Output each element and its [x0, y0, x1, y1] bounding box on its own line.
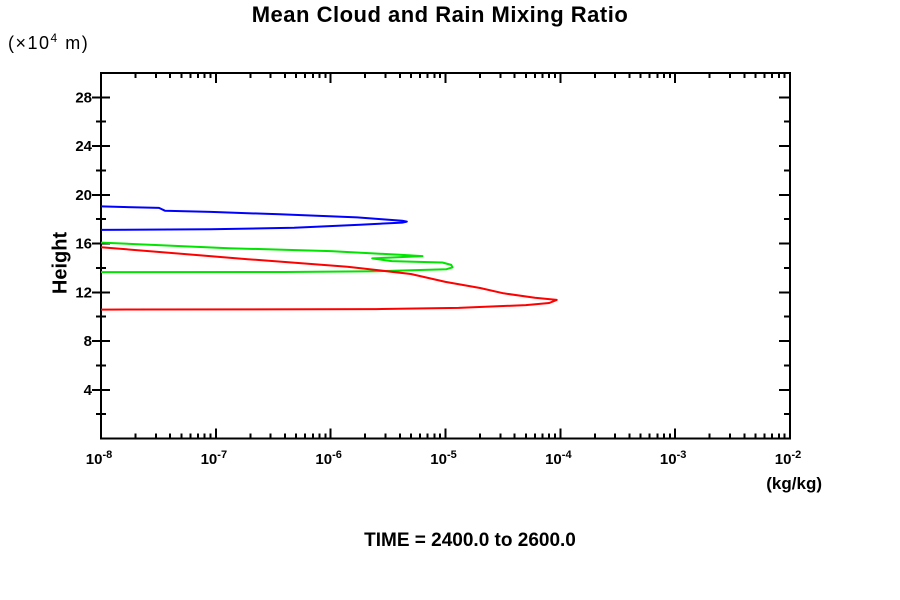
x-axis-unit-label: (kg/kg)	[766, 474, 822, 493]
svg-text:10-3: 10-3	[660, 449, 686, 468]
blue-profile	[100, 205, 408, 231]
svg-text:10-7: 10-7	[201, 449, 227, 468]
svg-text:24: 24	[75, 138, 92, 155]
y-unit-prefix: (×10	[8, 33, 51, 53]
svg-text:10-6: 10-6	[315, 449, 341, 468]
svg-text:12: 12	[75, 284, 92, 301]
y-unit-suffix: m)	[58, 33, 90, 53]
svg-text:10-5: 10-5	[430, 449, 456, 468]
svg-text:8: 8	[84, 333, 92, 350]
svg-text:10-4: 10-4	[545, 449, 572, 468]
svg-text:16: 16	[75, 236, 92, 253]
svg-text:10-2: 10-2	[775, 449, 801, 468]
svg-text:28: 28	[75, 89, 92, 106]
red-profile	[100, 246, 558, 311]
svg-text:20: 20	[75, 187, 92, 204]
time-range-caption: TIME = 2400.0 to 2600.0	[364, 530, 576, 551]
y-unit-exponent: 4	[50, 31, 59, 45]
svg-text:10-8: 10-8	[86, 449, 112, 468]
chart-title: Mean Cloud and Rain Mixing Ratio	[251, 2, 629, 27]
y-axis-unit-label: (×104 m)	[8, 31, 89, 54]
green-profile	[100, 241, 454, 274]
svg-text:4: 4	[84, 382, 93, 399]
